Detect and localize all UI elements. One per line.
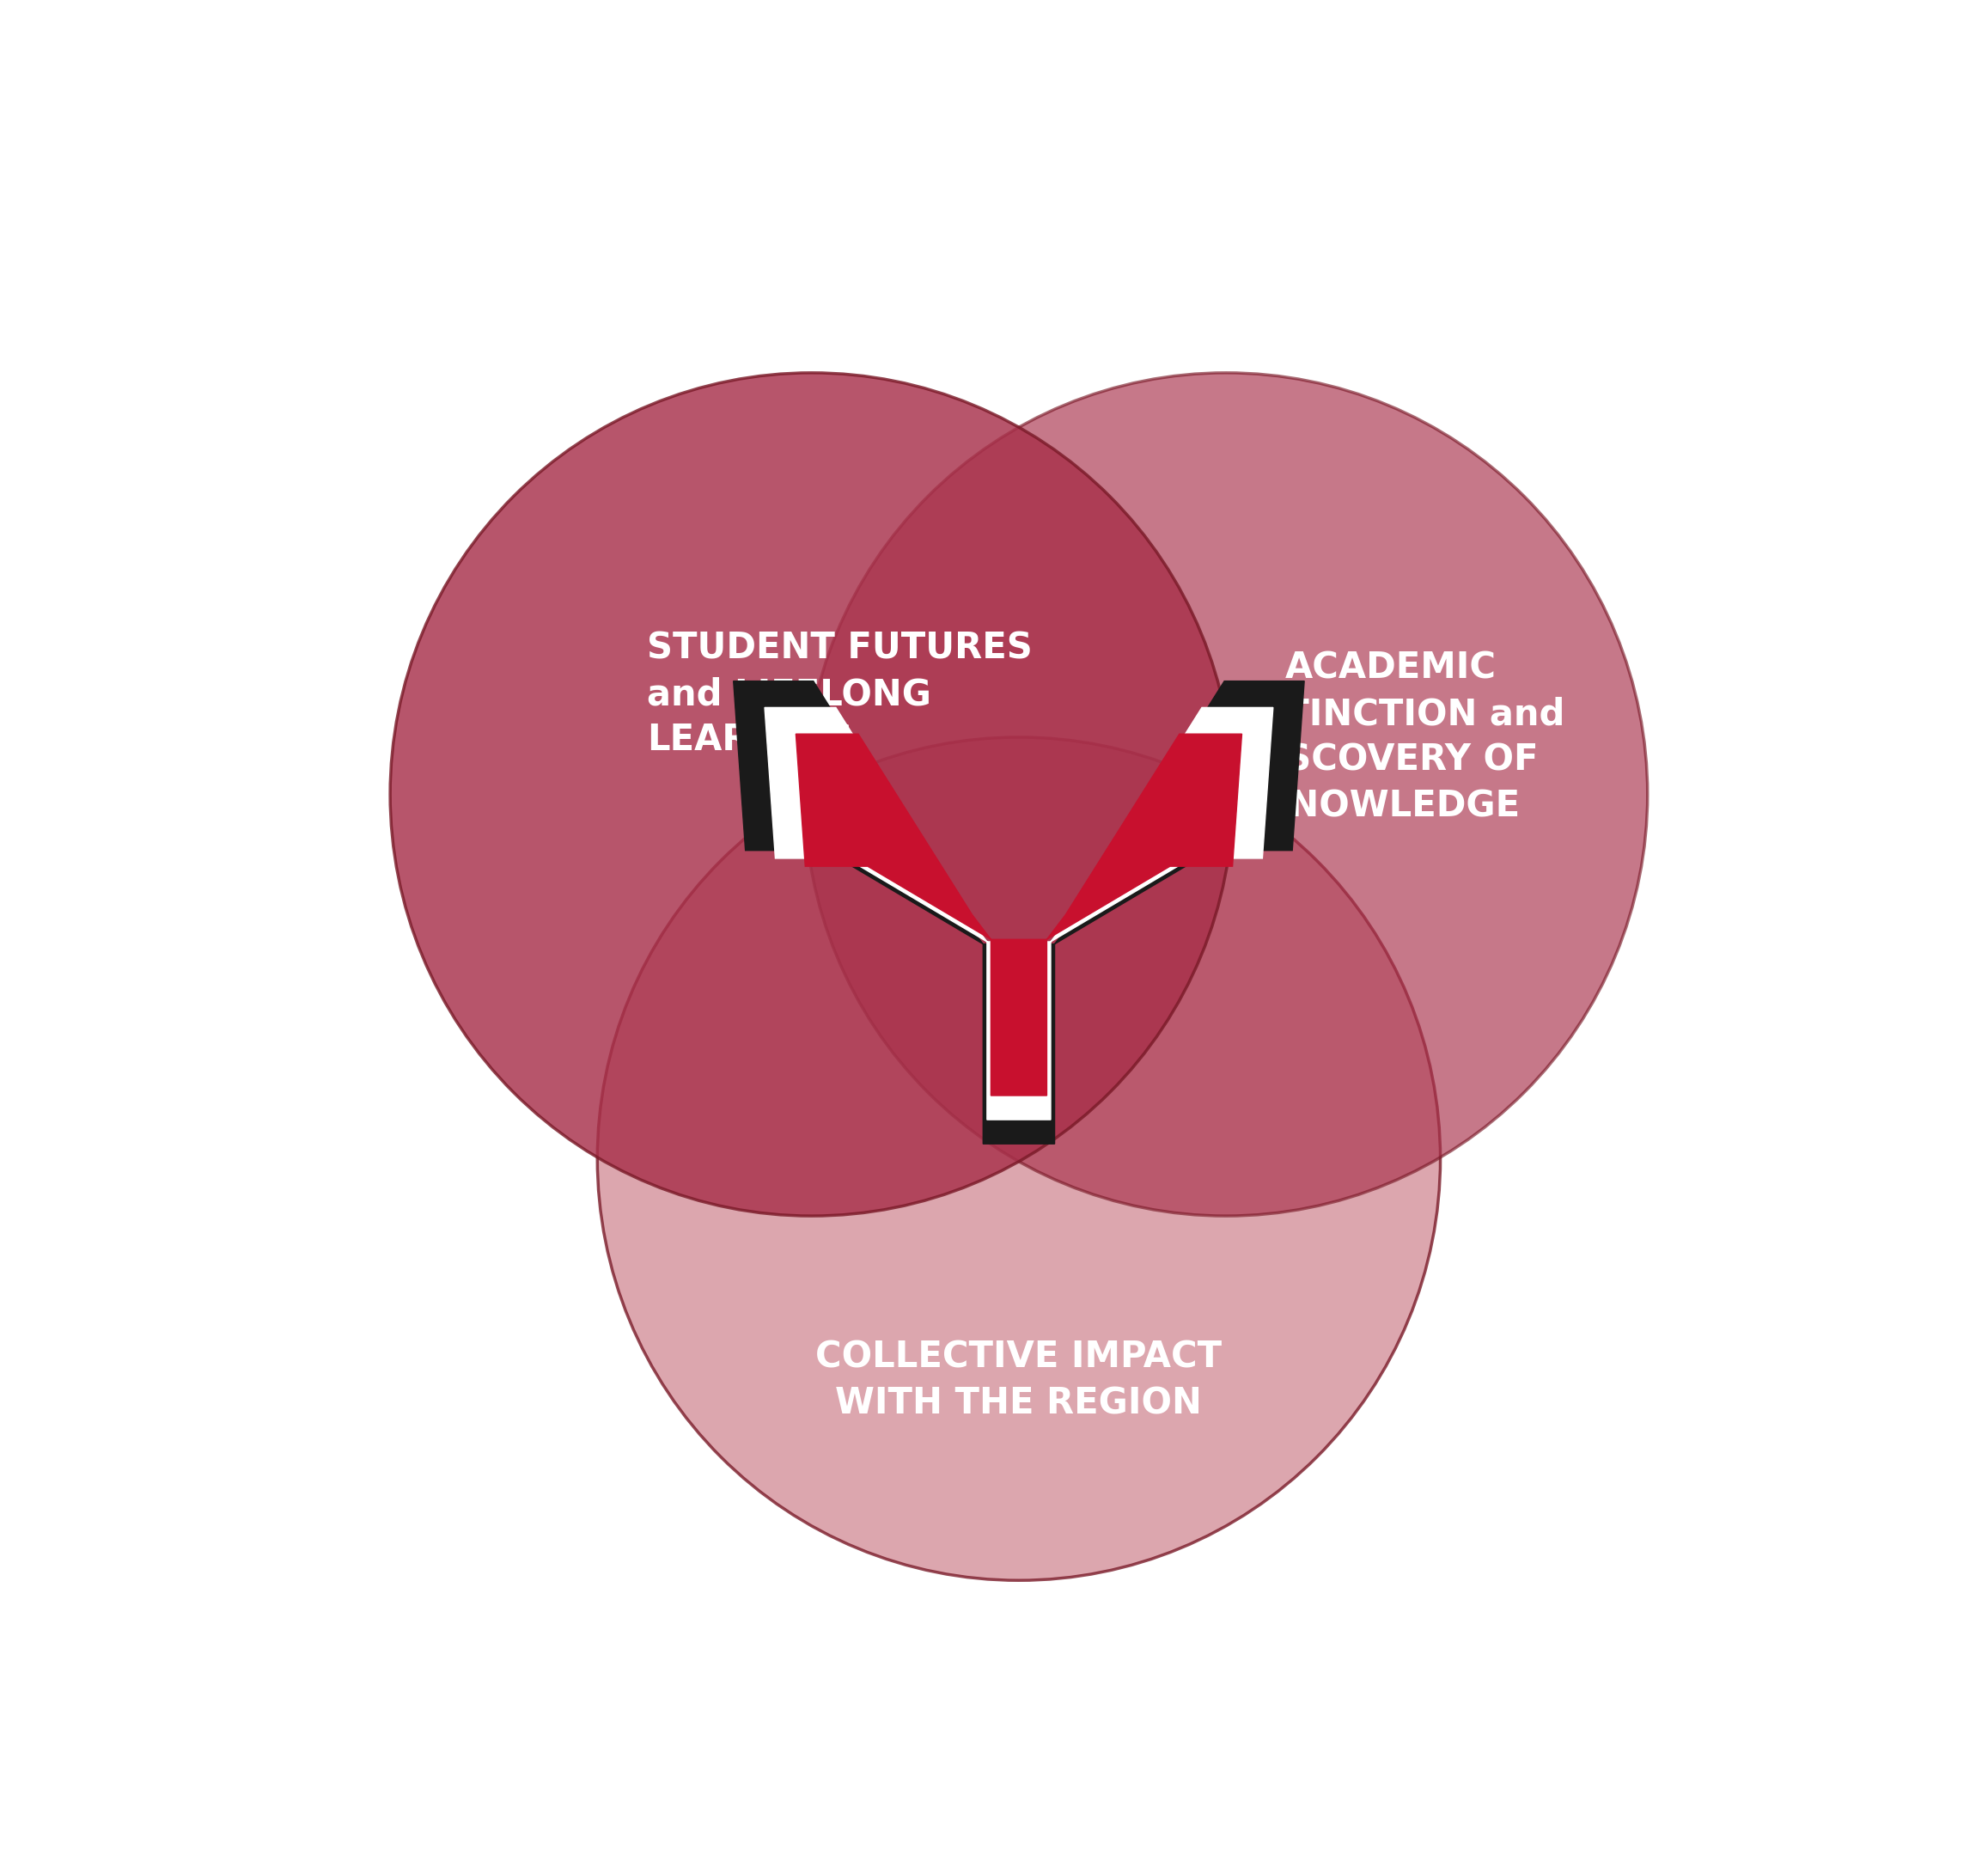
Text: COLLECTIVE IMPACT
WITH THE REGION: COLLECTIVE IMPACT WITH THE REGION xyxy=(815,1340,1223,1422)
Circle shape xyxy=(596,737,1441,1581)
Text: ACADEMIC
DISTINCTION and
DISCOVERY OF
KNOWLEDGE: ACADEMIC DISTINCTION and DISCOVERY OF KN… xyxy=(1217,650,1565,824)
Circle shape xyxy=(390,373,1233,1216)
Text: STUDENT FUTURES
and LIFELONG
LEARNING: STUDENT FUTURES and LIFELONG LEARNING xyxy=(648,631,1034,759)
Polygon shape xyxy=(734,681,1304,1143)
Circle shape xyxy=(805,373,1648,1216)
Polygon shape xyxy=(765,707,1272,1119)
Polygon shape xyxy=(795,733,1242,1095)
